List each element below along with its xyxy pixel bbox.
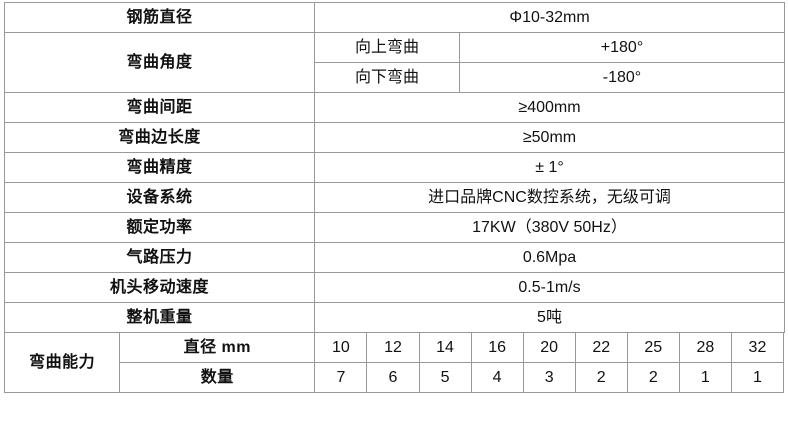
capacity-quantity-cell: 1 [678,362,732,393]
capacity-quantity-cell: 2 [626,362,680,393]
row-label-bending-accuracy: 弯曲精度 [4,152,315,183]
row-label-equipment-system: 设备系统 [4,182,315,213]
row-label-diameter-mm: 直径 mm [119,332,316,363]
sub-label-bend-down: 向下弯曲 [314,62,460,93]
capacity-diameter-cell: 20 [522,332,576,363]
row-label-head-moving-speed: 机头移动速度 [4,272,315,303]
row-value-bend-up: +180° [459,32,785,63]
row-label-rated-power: 额定功率 [4,212,315,243]
row-value-bending-accuracy: ± 1° [314,152,785,183]
row-value-air-pressure: 0.6Mpa [314,242,785,273]
capacity-diameter-cell: 28 [678,332,732,363]
capacity-quantity-cell: 7 [314,362,368,393]
row-value-rated-power: 17KW（380V 50Hz） [314,212,785,243]
spec-table-body: 钢筋直径 Φ10-32mm 弯曲角度 向上弯曲 +180° 向下弯曲 -180°… [4,2,785,333]
capacity-diameter-cell: 10 [314,332,368,363]
row-value-bend-down: -180° [459,62,785,93]
capacity-diameter-cell: 14 [418,332,472,363]
row-label-rebar-diameter: 钢筋直径 [4,2,315,33]
table-row: 整机重量 5吨 [4,302,785,333]
row-value-bending-edge-length: ≥50mm [314,122,785,153]
row-value-bending-spacing: ≥400mm [314,92,785,123]
row-label-machine-weight: 整机重量 [4,302,315,333]
table-row: 设备系统 进口品牌CNC数控系统，无级可调 [4,182,785,213]
capacity-quantity-cell: 4 [470,362,524,393]
row-value-equipment-system: 进口品牌CNC数控系统，无级可调 [314,182,785,213]
table-row: 弯曲间距 ≥400mm [4,92,785,123]
row-label-air-pressure: 气路压力 [4,242,315,273]
table-row: 弯曲角度 向上弯曲 +180° [4,32,785,93]
capacity-quantity-cell: 6 [366,362,420,393]
row-label-bending-capacity: 弯曲能力 [3,332,121,393]
capacity-diameter-cell: 22 [574,332,628,363]
table-row: 钢筋直径 Φ10-32mm [4,2,785,33]
table-row: 弯曲能力 直径 mm 10 12 14 16 20 22 25 28 32 [3,332,785,393]
capacity-diameter-cell: 25 [626,332,680,363]
row-label-bending-edge-length: 弯曲边长度 [4,122,315,153]
table-row: 弯曲精度 ± 1° [4,152,785,183]
row-value-rebar-diameter: Φ10-32mm [314,2,785,33]
table-row: 额定功率 17KW（380V 50Hz） [4,212,785,243]
specification-table: 钢筋直径 Φ10-32mm 弯曲角度 向上弯曲 +180° 向下弯曲 -180°… [4,2,785,333]
sub-label-bend-up: 向上弯曲 [314,32,460,63]
table-row: 弯曲边长度 ≥50mm [4,122,785,153]
row-value-machine-weight: 5吨 [314,302,785,333]
capacity-quantity-cell: 3 [522,362,576,393]
capacity-quantity-cell: 1 [730,362,785,393]
table-row: 气路压力 0.6Mpa [4,242,785,273]
row-label-bending-spacing: 弯曲间距 [4,92,315,123]
table-row: 向下弯曲 -180° [5,62,785,93]
capacity-diameter-cell: 12 [366,332,420,363]
capacity-diameter-cell: 16 [470,332,524,363]
table-row: 机头移动速度 0.5-1m/s [4,272,785,303]
capacity-quantity-cell: 5 [418,362,472,393]
capacity-diameter-cell: 32 [730,332,785,363]
row-label-quantity: 数量 [119,362,316,393]
row-label-bending-angle: 弯曲角度 [4,32,315,93]
row-value-head-moving-speed: 0.5-1m/s [314,272,785,303]
capacity-quantity-cell: 2 [574,362,628,393]
